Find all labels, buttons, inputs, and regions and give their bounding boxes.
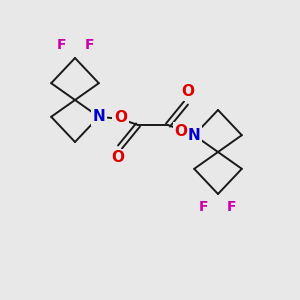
Text: F: F	[56, 38, 66, 52]
Text: F: F	[84, 38, 94, 52]
Text: F: F	[227, 200, 237, 214]
Text: O: O	[175, 124, 188, 139]
Text: N: N	[92, 109, 105, 124]
Text: O: O	[182, 85, 194, 100]
Text: N: N	[188, 128, 201, 143]
Text: O: O	[112, 151, 124, 166]
Text: O: O	[114, 110, 127, 125]
Text: F: F	[199, 200, 209, 214]
